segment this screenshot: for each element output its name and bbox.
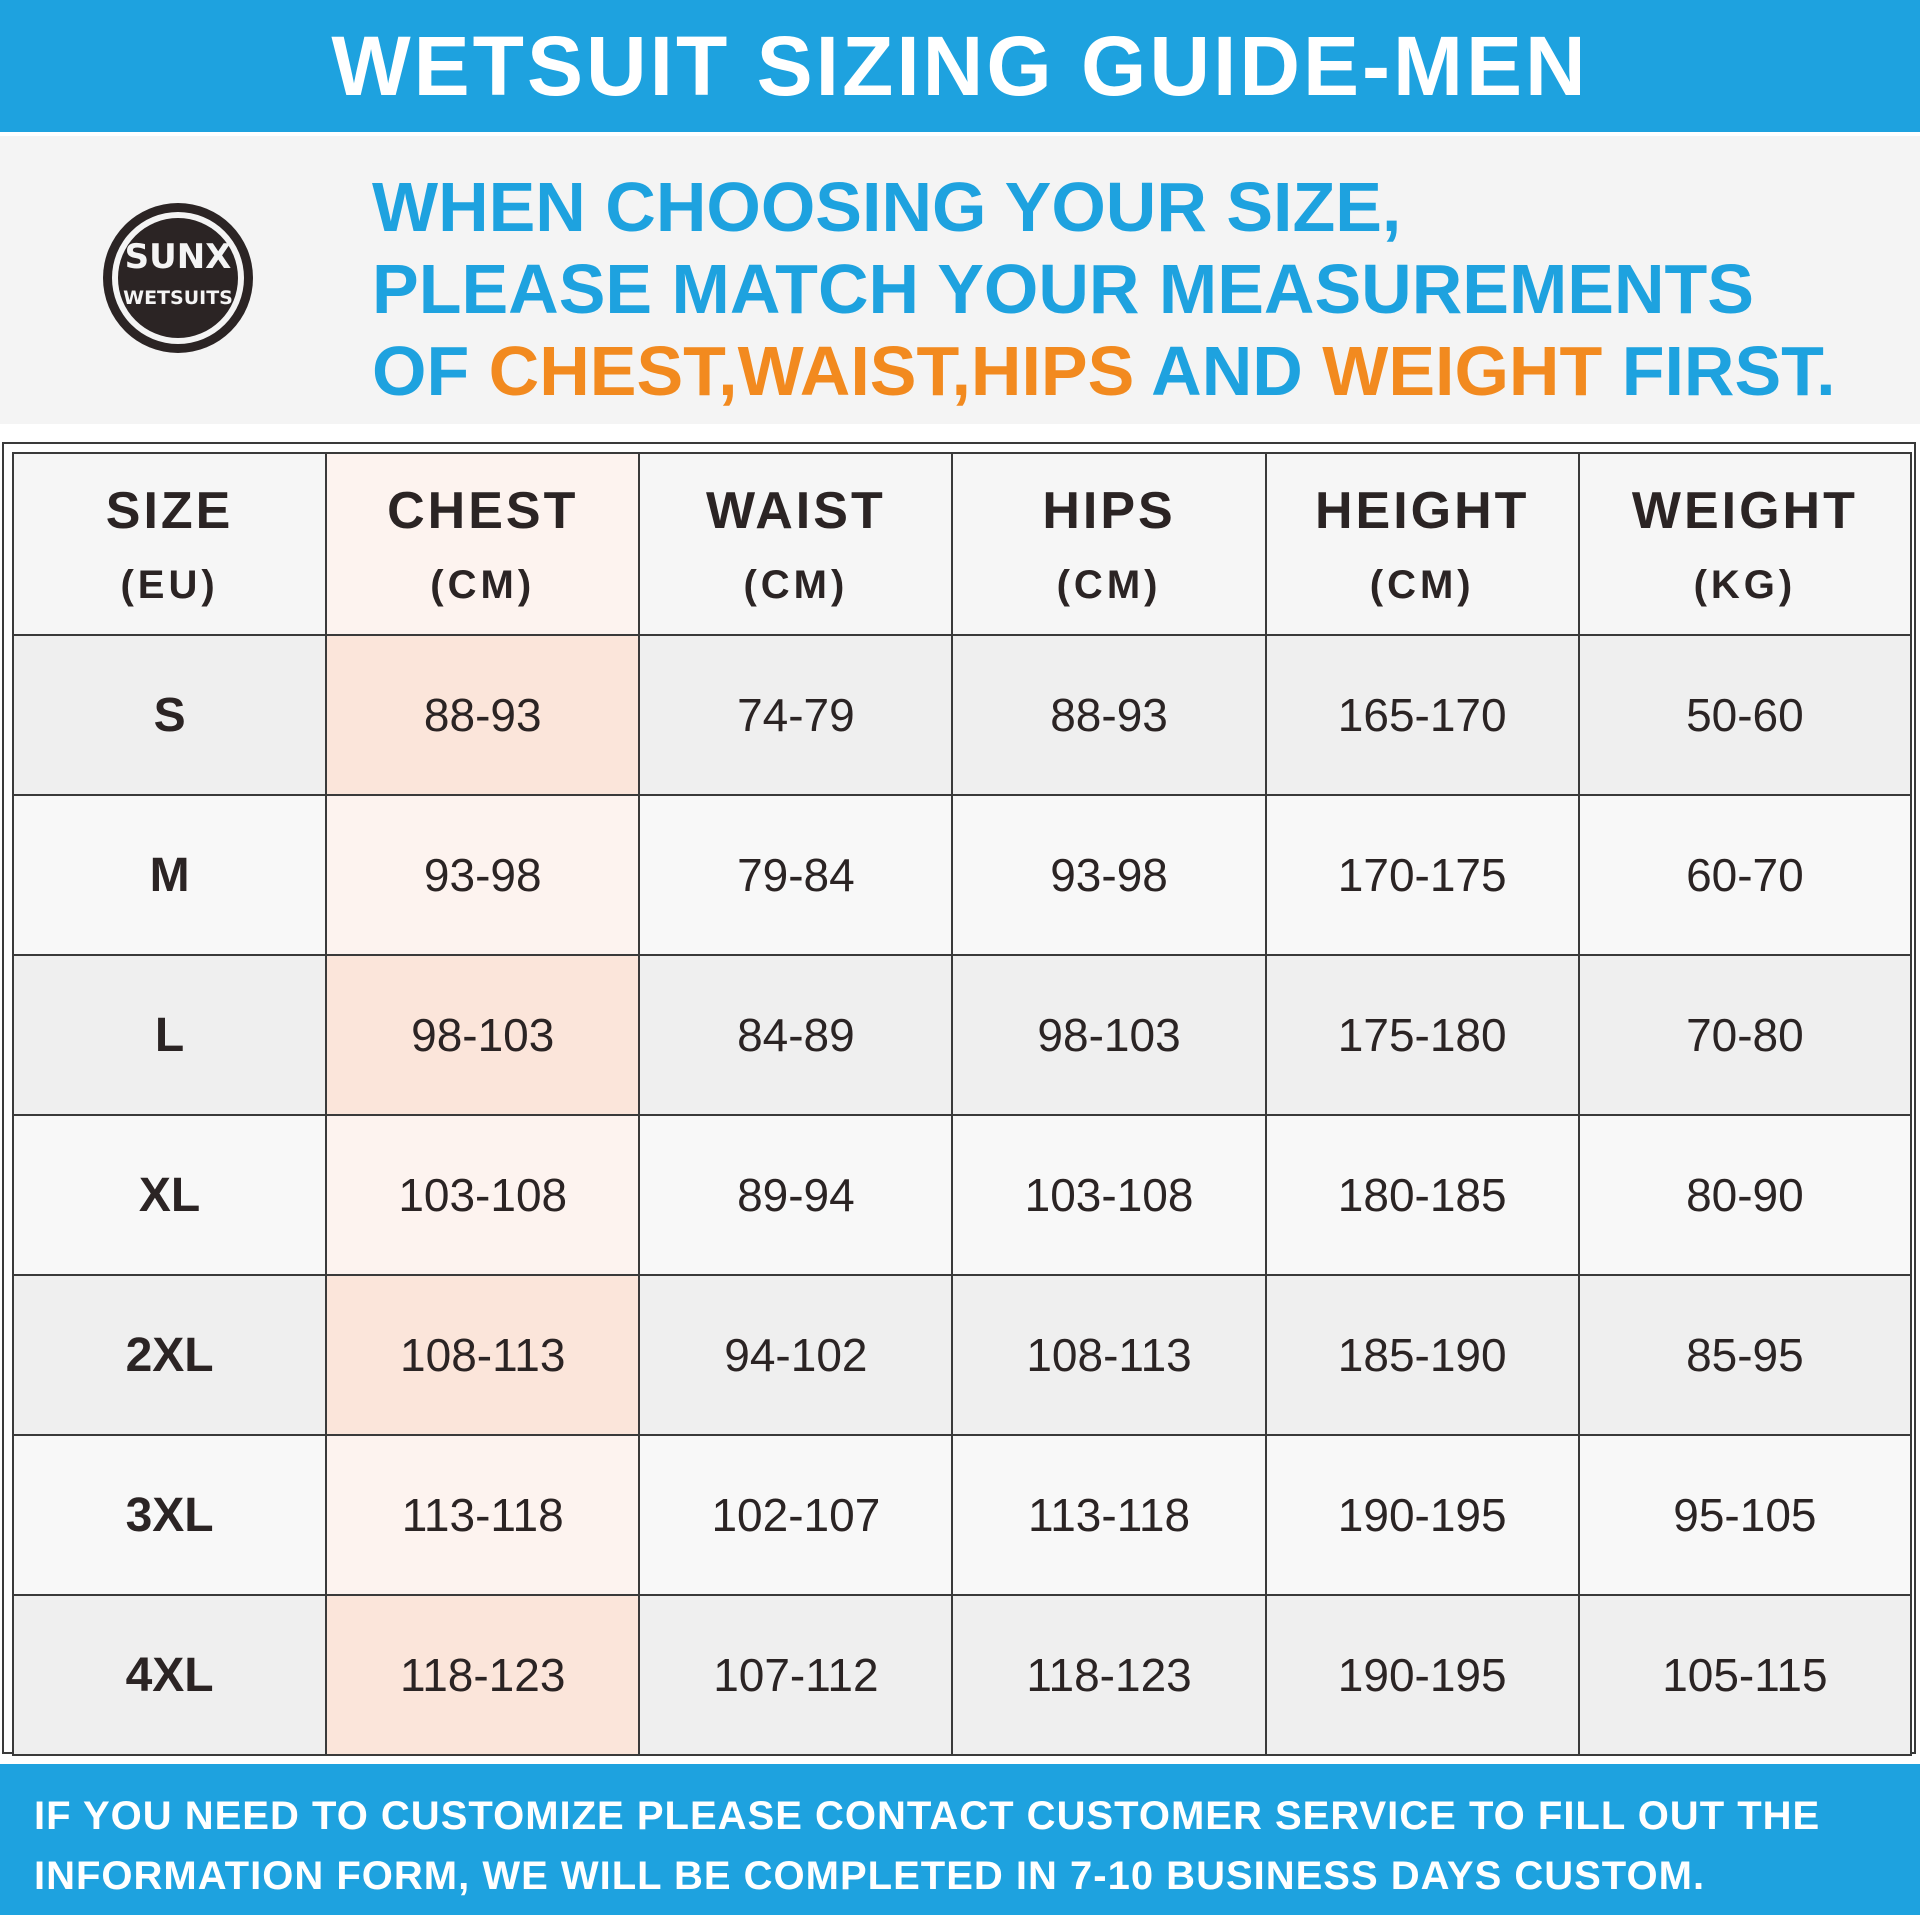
header-label: HEIGHT [1314, 481, 1530, 540]
waist-cell: 79-84 [638, 794, 954, 956]
size-cell: XL [11, 1114, 328, 1276]
table-row: S 88-93 74-79 88-93 165-170 50-60 [11, 634, 1913, 796]
chest-cell: 93-98 [325, 794, 641, 956]
header-unit: (KG) [1693, 562, 1797, 607]
header-weight: WEIGHT (KG) [1577, 452, 1913, 636]
table-header-row: SIZE (EU) CHEST (CM) WAIST (CM) HIPS (CM) HE… [11, 452, 1913, 636]
title-banner: WETSUIT SIZING GUIDE-MEN [0, 0, 1920, 132]
hips-cell: 93-98 [951, 794, 1267, 956]
waist-cell: 84-89 [638, 954, 954, 1116]
weight-cell: 85-95 [1577, 1274, 1913, 1436]
size-table: SIZE (EU) CHEST (CM) WAIST (CM) HIPS (CM) HE… [11, 452, 1913, 1756]
height-cell: 190-195 [1264, 1434, 1580, 1596]
chest-cell: 103-108 [325, 1114, 641, 1276]
intro-line-2: PLEASE MATCH YOUR MEASUREMENTS [372, 250, 1754, 328]
size-cell: 4XL [11, 1594, 328, 1756]
table-row: 2XL 108-113 94-102 108-113 185-190 85-95 [11, 1274, 1913, 1436]
table-row: XL 103-108 89-94 103-108 180-185 80-90 [11, 1114, 1913, 1276]
logo-text-bottom: WETSUITS [123, 287, 233, 309]
intro-line-3-suffix: FIRST. [1602, 332, 1836, 410]
hips-cell: 103-108 [951, 1114, 1267, 1276]
weight-cell: 80-90 [1577, 1114, 1913, 1276]
chest-cell: 88-93 [325, 634, 641, 796]
weight-cell: 60-70 [1577, 794, 1913, 956]
chest-cell: 113-118 [325, 1434, 641, 1596]
header-unit: (CM) [1056, 562, 1162, 607]
footer-banner: IF YOU NEED TO CUSTOMIZE PLEASE CONTACT … [0, 1764, 1920, 1915]
header-waist: WAIST (CM) [638, 452, 954, 636]
intro-highlight-weight: WEIGHT [1322, 332, 1603, 410]
header-label: WAIST [706, 481, 886, 540]
intro-line-3-prefix: OF [372, 332, 489, 410]
intro-panel: SUNX WETSUITS WHEN CHOOSING YOUR SIZE, P… [0, 136, 1920, 424]
waist-cell: 107-112 [638, 1594, 954, 1756]
hips-cell: 108-113 [951, 1274, 1267, 1436]
weight-cell: 105-115 [1577, 1594, 1913, 1756]
hips-cell: 118-123 [951, 1594, 1267, 1756]
header-chest: CHEST (CM) [325, 452, 641, 636]
intro-text: WHEN CHOOSING YOUR SIZE, PLEASE MATCH YO… [372, 166, 1836, 412]
chest-cell: 108-113 [325, 1274, 641, 1436]
height-cell: 175-180 [1264, 954, 1580, 1116]
footer-line-1: IF YOU NEED TO CUSTOMIZE PLEASE CONTACT … [34, 1794, 1821, 1838]
header-unit: (EU) [120, 562, 219, 607]
hips-cell: 113-118 [951, 1434, 1267, 1596]
chest-cell: 118-123 [325, 1594, 641, 1756]
size-cell: 2XL [11, 1274, 328, 1436]
weight-cell: 70-80 [1577, 954, 1913, 1116]
table-row: 3XL 113-118 102-107 113-118 190-195 95-1… [11, 1434, 1913, 1596]
table-row: L 98-103 84-89 98-103 175-180 70-80 [11, 954, 1913, 1116]
header-height: HEIGHT (CM) [1264, 452, 1580, 636]
header-size: SIZE (EU) [11, 452, 328, 636]
header-unit: (CM) [1369, 562, 1475, 607]
header-unit: (CM) [430, 562, 536, 607]
size-table-frame: SIZE (EU) CHEST (CM) WAIST (CM) HIPS (CM) HE… [2, 442, 1916, 1756]
height-cell: 190-195 [1264, 1594, 1580, 1756]
height-cell: 180-185 [1264, 1114, 1580, 1276]
logo-text-top: SUNX [125, 237, 232, 277]
footer-line-2: INFORMATION FORM, WE WILL BE COMPLETED I… [34, 1854, 1706, 1898]
waist-cell: 74-79 [638, 634, 954, 796]
waist-cell: 102-107 [638, 1434, 954, 1596]
header-hips: HIPS (CM) [951, 452, 1267, 636]
footer-note: IF YOU NEED TO CUSTOMIZE PLEASE CONTACT … [34, 1786, 1820, 1906]
height-cell: 185-190 [1264, 1274, 1580, 1436]
page-title: WETSUIT SIZING GUIDE-MEN [331, 18, 1589, 113]
size-cell: M [11, 794, 328, 956]
chest-cell: 98-103 [325, 954, 641, 1116]
header-label: WEIGHT [1631, 481, 1858, 540]
intro-line-3: OF CHEST,WAIST,HIPS AND WEIGHT FIRST. [372, 330, 1836, 412]
weight-cell: 95-105 [1577, 1434, 1913, 1596]
waist-cell: 94-102 [638, 1274, 954, 1436]
intro-highlight-measurements: CHEST,WAIST,HIPS [488, 332, 1135, 410]
size-cell: S [11, 634, 328, 796]
height-cell: 165-170 [1264, 634, 1580, 796]
table-row: 4XL 118-123 107-112 118-123 190-195 105-… [11, 1594, 1913, 1756]
header-unit: (CM) [743, 562, 849, 607]
weight-cell: 50-60 [1577, 634, 1913, 796]
hips-cell: 98-103 [951, 954, 1267, 1116]
size-cell: 3XL [11, 1434, 328, 1596]
intro-line-1: WHEN CHOOSING YOUR SIZE, [372, 168, 1402, 246]
brand-logo-icon: SUNX WETSUITS [103, 203, 253, 353]
header-label: SIZE [105, 481, 234, 540]
waist-cell: 89-94 [638, 1114, 954, 1276]
size-cell: L [11, 954, 328, 1116]
height-cell: 170-175 [1264, 794, 1580, 956]
table-row: M 93-98 79-84 93-98 170-175 60-70 [11, 794, 1913, 956]
intro-line-3-mid: AND [1134, 332, 1323, 410]
header-label: CHEST [387, 481, 579, 540]
hips-cell: 88-93 [951, 634, 1267, 796]
header-label: HIPS [1042, 481, 1176, 540]
